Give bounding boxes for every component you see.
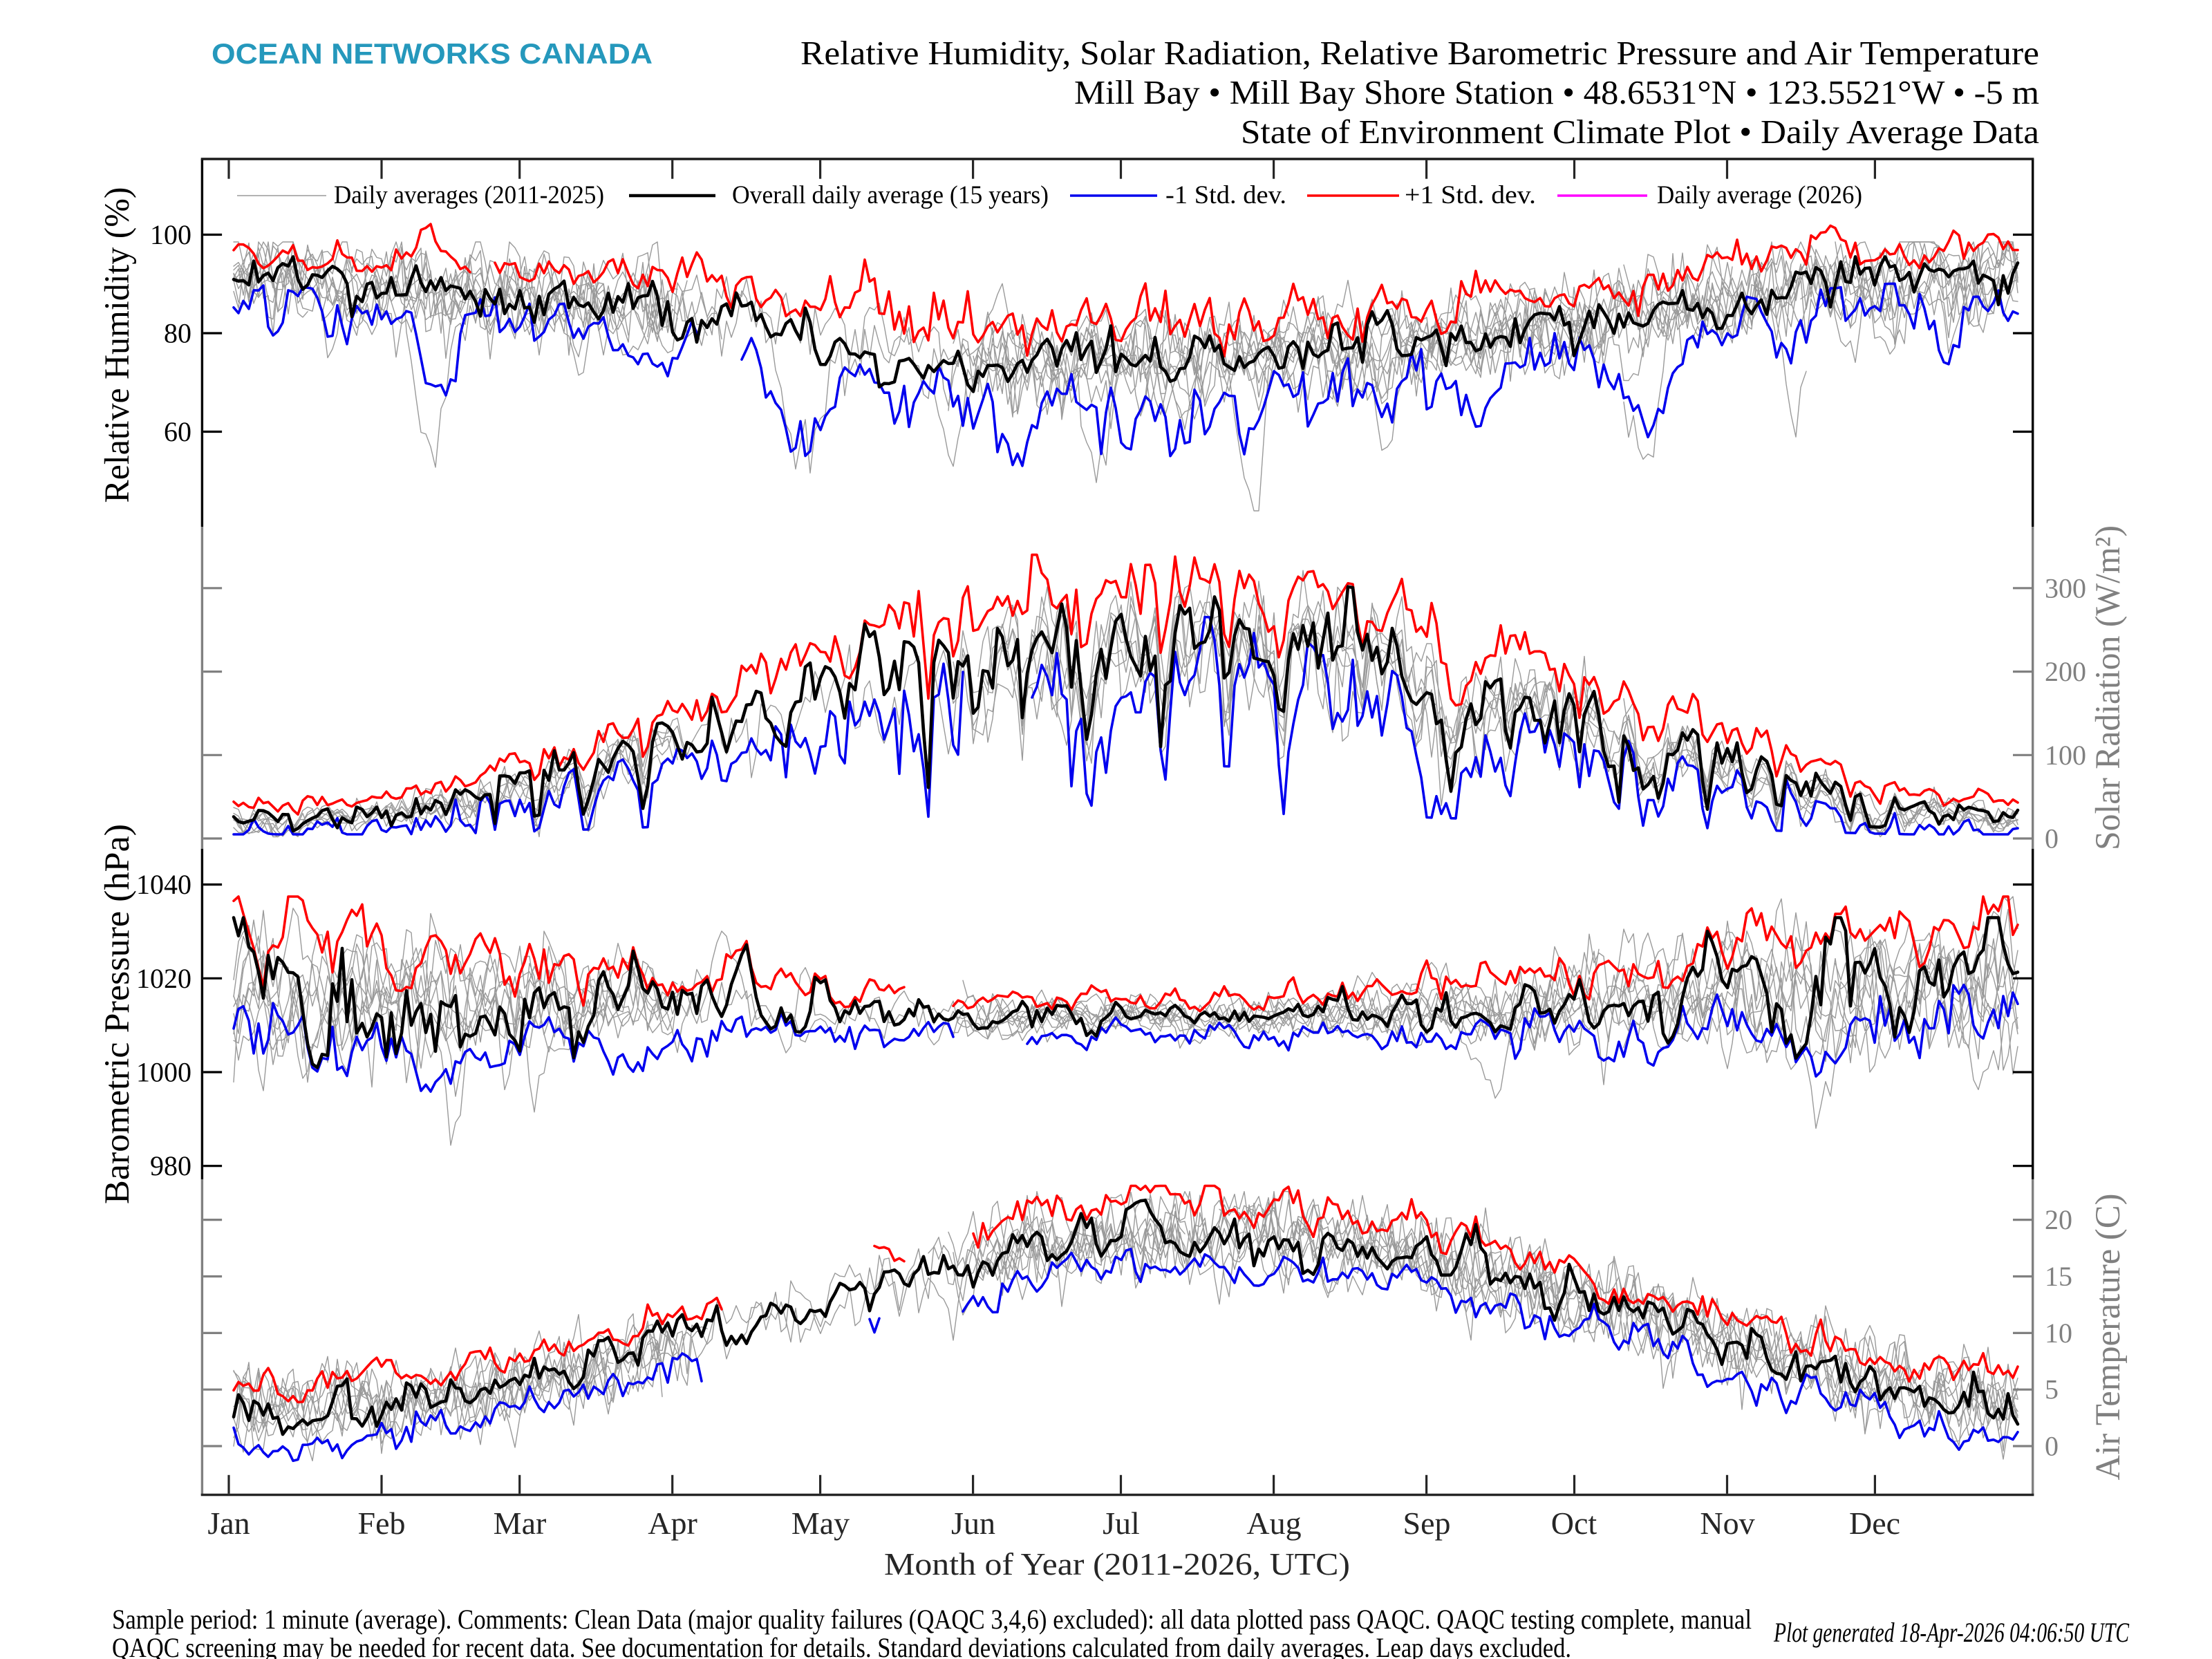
svg-text:1020: 1020 — [136, 963, 191, 994]
svg-text:Oct: Oct — [1551, 1506, 1597, 1541]
svg-text:Jul: Jul — [1103, 1506, 1140, 1541]
svg-text:Nov: Nov — [1700, 1506, 1754, 1541]
svg-text:Jun: Jun — [951, 1506, 995, 1541]
svg-text:15: 15 — [2045, 1261, 2072, 1292]
svg-text:60: 60 — [164, 416, 191, 447]
svg-text:980: 980 — [150, 1150, 191, 1181]
svg-text:Air Temperature (C): Air Temperature (C) — [2089, 1194, 2128, 1481]
svg-text:State of Environment Climate P: State of Environment Climate Plot • Dail… — [1241, 113, 2039, 151]
svg-text:Daily averages (2011-2025): Daily averages (2011-2025) — [334, 181, 604, 209]
svg-text:Overall daily average (15 year: Overall daily average (15 years) — [732, 181, 1049, 209]
svg-text:1040: 1040 — [136, 869, 191, 900]
svg-text:Relative Humidity (%): Relative Humidity (%) — [98, 187, 137, 503]
svg-text:200: 200 — [2045, 656, 2086, 687]
svg-text:20: 20 — [2045, 1204, 2072, 1235]
svg-text:Feb: Feb — [358, 1506, 406, 1541]
svg-text:May: May — [791, 1506, 850, 1541]
svg-text:100: 100 — [150, 219, 191, 250]
svg-text:QAQC screening may be needed f: QAQC screening may be needed for recent … — [112, 1632, 1571, 1659]
svg-text:-1 Std. dev.: -1 Std. dev. — [1165, 181, 1286, 209]
svg-text:300: 300 — [2045, 572, 2086, 603]
svg-text:Mill Bay • Mill Bay Shore Stat: Mill Bay • Mill Bay Shore Station • 48.6… — [1074, 73, 2039, 111]
svg-text:Month of Year (2011-2026, UTC): Month of Year (2011-2026, UTC) — [884, 1546, 1350, 1582]
svg-text:+1 Std. dev.: +1 Std. dev. — [1405, 181, 1536, 209]
svg-text:Apr: Apr — [648, 1506, 697, 1541]
svg-text:Sample period: 1 minute (avera: Sample period: 1 minute (average). Comme… — [112, 1604, 1752, 1635]
svg-text:1000: 1000 — [136, 1057, 191, 1088]
svg-text:0: 0 — [2045, 823, 2059, 854]
svg-text:80: 80 — [164, 318, 191, 349]
svg-text:Aug: Aug — [1246, 1506, 1301, 1541]
svg-text:Plot generated 18-Apr-2026 04:: Plot generated 18-Apr-2026 04:06:50 UTC — [1773, 1617, 2130, 1648]
svg-text:5: 5 — [2045, 1374, 2059, 1405]
svg-text:Sep: Sep — [1403, 1506, 1451, 1541]
svg-text:100: 100 — [2045, 740, 2086, 771]
svg-text:0: 0 — [2045, 1431, 2059, 1462]
svg-text:OCEAN NETWORKS CANADA: OCEAN NETWORKS CANADA — [212, 37, 653, 70]
svg-text:Jan: Jan — [207, 1506, 250, 1541]
svg-text:Mar: Mar — [494, 1506, 547, 1541]
svg-text:10: 10 — [2045, 1318, 2072, 1349]
svg-text:Barometric Pressure (hPa): Barometric Pressure (hPa) — [98, 824, 137, 1204]
svg-text:Daily average (2026): Daily average (2026) — [1657, 181, 1862, 209]
svg-text:Solar Radiation (W/m²): Solar Radiation (W/m²) — [2089, 525, 2128, 850]
svg-text:Relative Humidity, Solar Radia: Relative Humidity, Solar Radiation, Rela… — [800, 34, 2039, 72]
svg-text:Dec: Dec — [1849, 1506, 1900, 1541]
